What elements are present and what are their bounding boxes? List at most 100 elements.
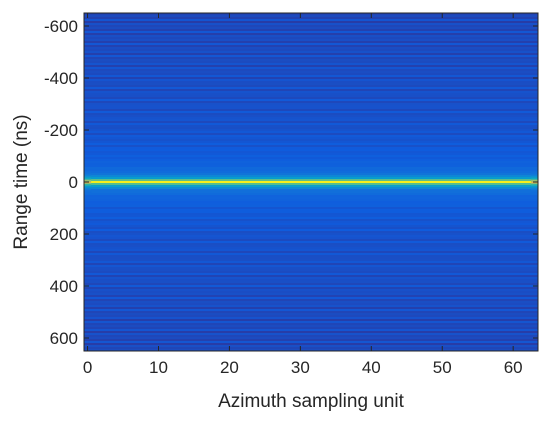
- heatmap-row: [84, 195, 538, 198]
- heatmap-row: [84, 217, 538, 220]
- heatmap-row: [84, 63, 538, 66]
- x-axis-label: Azimuth sampling unit: [218, 391, 405, 412]
- heatmap-image: [84, 13, 538, 352]
- heatmap-row: [84, 185, 538, 188]
- heatmap-row: [84, 59, 538, 62]
- heatmap-row: [84, 191, 538, 194]
- x-tick-label: 30: [291, 358, 310, 377]
- heatmap-row: [84, 23, 538, 26]
- heatmap-row: [84, 315, 538, 318]
- heatmap-row: [84, 61, 538, 64]
- heatmap-row: [84, 177, 538, 180]
- heatmap-row: [84, 129, 538, 132]
- heatmap-row: [84, 317, 538, 320]
- y-tick-label: 400: [50, 277, 78, 296]
- heatmap-edge-cell: [84, 175, 92, 178]
- heatmap-row: [84, 247, 538, 250]
- heatmap-row: [84, 267, 538, 270]
- heatmap-row: [84, 153, 538, 156]
- heatmap-row: [84, 253, 538, 256]
- heatmap-row: [84, 75, 538, 78]
- heatmap-row: [84, 15, 538, 18]
- y-tick-label: 600: [50, 329, 78, 348]
- heatmap-row: [84, 327, 538, 330]
- heatmap-row: [84, 319, 538, 322]
- heatmap-row: [84, 33, 538, 36]
- heatmap-row: [84, 347, 538, 350]
- heatmap-row: [84, 261, 538, 264]
- heatmap-row: [84, 91, 538, 94]
- heatmap-row: [84, 181, 538, 184]
- heatmap-row: [84, 35, 538, 38]
- heatmap-row: [84, 141, 538, 144]
- heatmap-row: [84, 111, 538, 114]
- heatmap-edge-cell: [530, 175, 538, 178]
- heatmap-row: [84, 239, 538, 242]
- heatmap-row: [84, 309, 538, 312]
- heatmap-edge-cell: [530, 185, 538, 188]
- heatmap-row: [84, 273, 538, 276]
- x-tick-label: 20: [220, 358, 239, 377]
- heatmap-row: [84, 21, 538, 24]
- heatmap-edge-cell: [84, 187, 92, 190]
- heatmap-row: [84, 159, 538, 162]
- heatmap-row: [84, 335, 538, 338]
- heatmap-row: [84, 67, 538, 70]
- heatmap-row: [84, 147, 538, 150]
- heatmap-row: [84, 161, 538, 164]
- heatmap-row: [84, 219, 538, 222]
- heatmap-row: [84, 241, 538, 244]
- x-tick-label: 10: [149, 358, 168, 377]
- heatmap-row: [84, 121, 538, 124]
- heatmap-row: [84, 341, 538, 344]
- heatmap-edge-cell: [84, 177, 92, 180]
- heatmap-row: [84, 87, 538, 90]
- heatmap-row: [84, 131, 538, 134]
- heatmap-row: [84, 123, 538, 126]
- heatmap-row: [84, 197, 538, 200]
- heatmap-row: [84, 133, 538, 136]
- y-tick-label: 200: [50, 225, 78, 244]
- heatmap-row: [84, 203, 538, 206]
- heatmap-row: [84, 243, 538, 246]
- heatmap-edge-cell: [84, 179, 92, 182]
- heatmap-row: [84, 245, 538, 248]
- heatmap-row: [84, 209, 538, 212]
- heatmap-row: [84, 39, 538, 42]
- heatmap-row: [84, 323, 538, 326]
- heatmap-row: [84, 281, 538, 284]
- y-tick-label: -600: [44, 17, 78, 36]
- heatmap-row: [84, 115, 538, 118]
- y-tick-label: -400: [44, 69, 78, 88]
- heatmap-row: [84, 189, 538, 192]
- heatmap-row: [84, 251, 538, 254]
- heatmap-row: [84, 49, 538, 52]
- heatmap-row: [84, 55, 538, 58]
- heatmap-row: [84, 301, 538, 304]
- heatmap-row: [84, 109, 538, 112]
- heatmap-edge-cell: [84, 191, 92, 194]
- heatmap-row: [84, 83, 538, 86]
- heatmap-row: [84, 275, 538, 278]
- heatmap-row: [84, 103, 538, 106]
- heatmap-row: [84, 211, 538, 214]
- heatmap-row: [84, 17, 538, 20]
- x-tick-label: 60: [504, 358, 523, 377]
- heatmap-row: [84, 269, 538, 272]
- heatmap-row: [84, 303, 538, 306]
- heatmap-row: [84, 333, 538, 336]
- heatmap-row: [84, 57, 538, 60]
- heatmap-row: [84, 135, 538, 138]
- heatmap-row: [84, 337, 538, 340]
- heatmap-row: [84, 227, 538, 230]
- heatmap-row: [84, 155, 538, 158]
- heatmap-row: [84, 125, 538, 128]
- heatmap-row: [84, 105, 538, 108]
- heatmap-row: [84, 51, 538, 54]
- heatmap-edge-cell: [530, 189, 538, 192]
- heatmap-row: [84, 171, 538, 174]
- heatmap-row: [84, 77, 538, 80]
- heatmap-row: [84, 71, 538, 74]
- heatmap-row: [84, 287, 538, 290]
